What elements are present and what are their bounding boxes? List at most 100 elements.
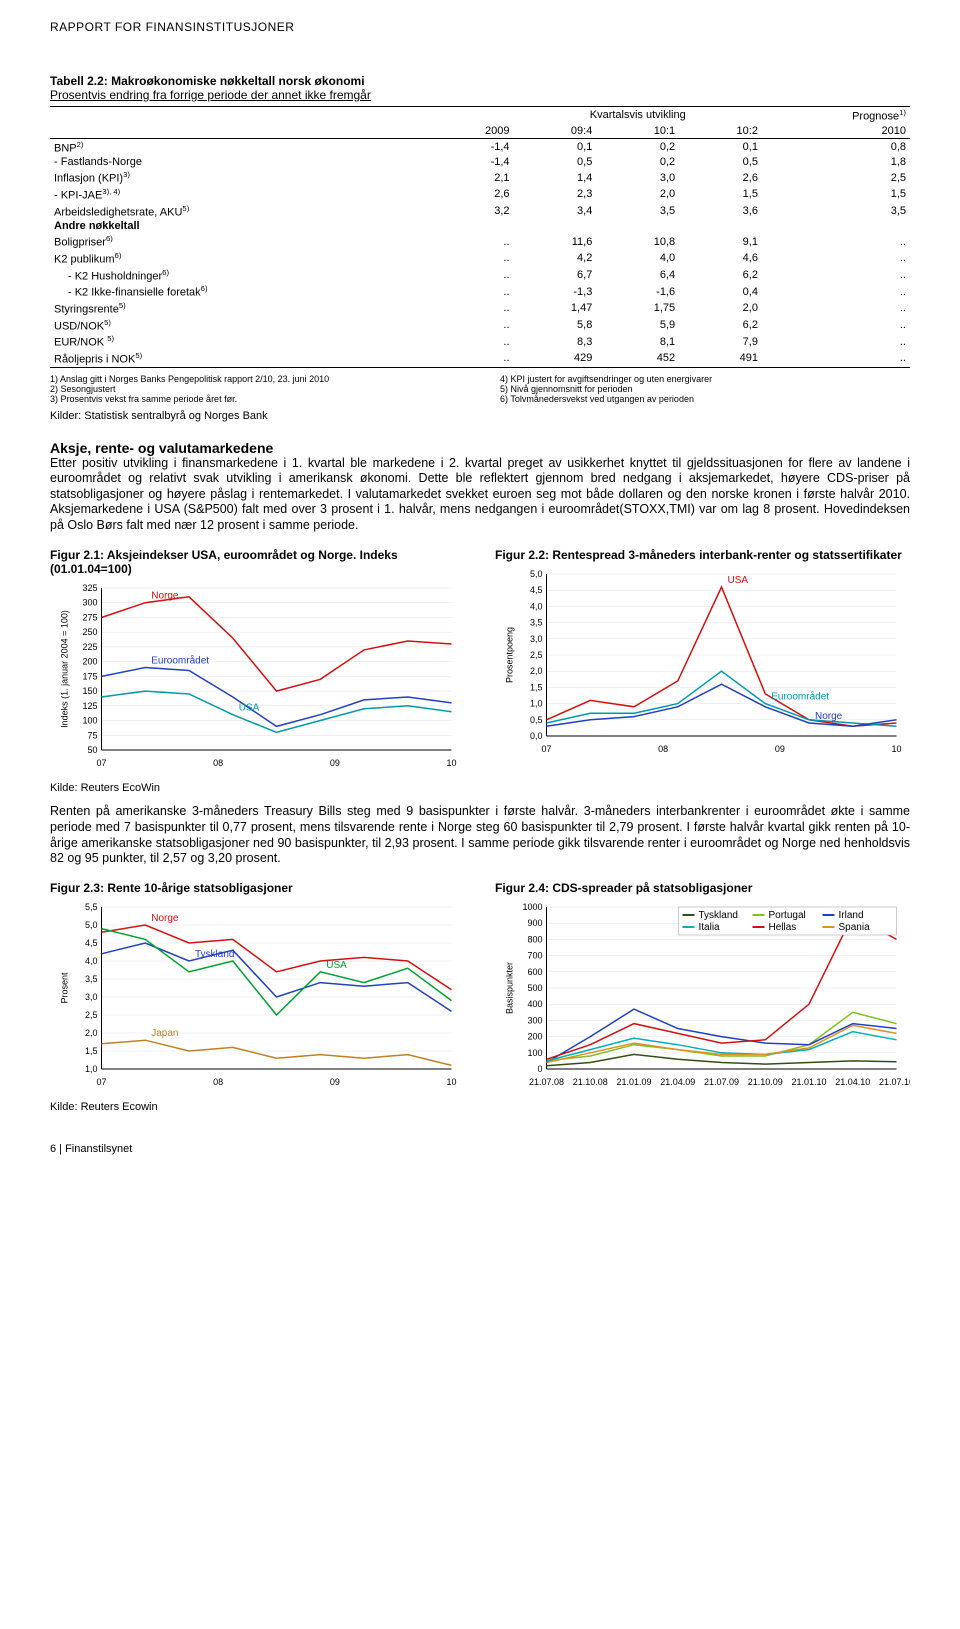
table-cell: 1,4 (514, 169, 597, 186)
svg-text:21.01.10: 21.01.10 (791, 1077, 826, 1087)
svg-text:08: 08 (658, 744, 668, 754)
table-cell: 9,1 (679, 233, 762, 250)
table-cell: 429 (514, 350, 597, 367)
table-cell: 0,5 (679, 155, 762, 169)
table-cell (679, 219, 762, 233)
svg-text:0: 0 (537, 1064, 542, 1074)
svg-text:08: 08 (213, 1077, 223, 1087)
table-col-header (50, 124, 436, 139)
table-cell: -1,4 (436, 155, 514, 169)
svg-text:50: 50 (87, 745, 97, 755)
table-cell: 491 (679, 350, 762, 367)
table-cell: 8,3 (514, 333, 597, 350)
table-cell: 1,5 (762, 186, 910, 203)
table-cell: 1,8 (762, 155, 910, 169)
fig21-title: Figur 2.1: Aksjeindekser USA, euroområde… (50, 548, 465, 577)
table-cell (436, 219, 514, 233)
svg-text:125: 125 (82, 701, 97, 711)
table-cell: 0,2 (596, 138, 679, 155)
svg-text:USA: USA (326, 960, 347, 971)
fig24-chart: 0100200300400500600700800900100021.07.08… (495, 901, 910, 1091)
fig23-title: Figur 2.3: Rente 10-årige statsobligasjo… (50, 881, 465, 895)
table-row: Arbeidsledighetsrate, AKU5)3,23,43,53,63… (50, 203, 910, 220)
svg-text:21.04.10: 21.04.10 (835, 1077, 870, 1087)
svg-text:09: 09 (330, 1077, 340, 1087)
footnote: 5) Nivå gjennomsnitt for perioden (500, 384, 910, 394)
svg-text:Portugal: Portugal (769, 910, 806, 921)
table-footnotes: 1) Anslag gitt i Norges Banks Pengepolit… (50, 374, 910, 404)
svg-text:Prosentpoeng: Prosentpoeng (505, 627, 515, 683)
table-cell: .. (436, 233, 514, 250)
svg-text:1,0: 1,0 (85, 1064, 98, 1074)
footnote: 3) Prosentvis vekst fra samme periode år… (50, 394, 460, 404)
svg-text:2,5: 2,5 (530, 650, 543, 660)
svg-text:900: 900 (527, 919, 542, 929)
table-cell: 11,6 (514, 233, 597, 250)
fig22-chart: 0,00,51,01,52,02,53,03,54,04,55,00708091… (495, 568, 910, 758)
svg-text:Norge: Norge (151, 591, 179, 602)
table-cell: 6,2 (679, 317, 762, 334)
svg-text:0,5: 0,5 (530, 715, 543, 725)
svg-text:Japan: Japan (151, 1029, 178, 1040)
svg-text:4,0: 4,0 (530, 601, 543, 611)
table-cell: 0,1 (679, 138, 762, 155)
table-cell: .. (762, 333, 910, 350)
table-cell (762, 219, 910, 233)
fig21-chart: 5075100125150175200225250275300325070809… (50, 582, 465, 772)
table-row: - KPI-JAE3), 4)2,62,32,01,51,5 (50, 186, 910, 203)
table-cell: 5,8 (514, 317, 597, 334)
table-cell: 8,1 (596, 333, 679, 350)
table-cell: 4,2 (514, 250, 597, 267)
row-label: Råoljepris i NOK5) (50, 350, 436, 367)
table-body: BNP2)-1,40,10,20,10,8 - Fastlands-Norge-… (50, 138, 910, 367)
fig21-source: Kilde: Reuters EcoWin (50, 782, 910, 794)
table-cell: 3,0 (596, 169, 679, 186)
svg-text:21.04.09: 21.04.09 (660, 1077, 695, 1087)
footnotes-right: 4) KPI justert for avgiftsendringer og u… (500, 374, 910, 404)
svg-text:09: 09 (330, 758, 340, 768)
table-col-header: 10:2 (679, 124, 762, 139)
fig23-chart: 1,01,52,02,53,03,54,04,55,05,507080910Pr… (50, 901, 465, 1091)
svg-text:21.10.09: 21.10.09 (748, 1077, 783, 1087)
section-heading: Aksje, rente- og valutamarkedene (50, 440, 910, 456)
svg-text:300: 300 (82, 598, 97, 608)
svg-text:08: 08 (213, 758, 223, 768)
table-cell: 7,9 (679, 333, 762, 350)
table-cell: 4,6 (679, 250, 762, 267)
fig24-title: Figur 2.4: CDS-spreader på statsobligasj… (495, 881, 910, 895)
svg-text:2,0: 2,0 (530, 666, 543, 676)
col-group-mid: Kvartalsvis utvikling (514, 107, 762, 124)
row-label: - Fastlands-Norge (50, 155, 436, 169)
svg-text:Norge: Norge (815, 711, 843, 722)
table-cell: .. (762, 300, 910, 317)
table-col-header: 2009 (436, 124, 514, 139)
svg-text:75: 75 (87, 731, 97, 741)
svg-text:200: 200 (527, 1032, 542, 1042)
table-cell: .. (762, 250, 910, 267)
table-cell: 3,4 (514, 203, 597, 220)
table-cell: 1,5 (679, 186, 762, 203)
svg-text:275: 275 (82, 613, 97, 623)
footnote: 1) Anslag gitt i Norges Banks Pengepolit… (50, 374, 460, 384)
table-col-header: 09:4 (514, 124, 597, 139)
table-cell: .. (436, 283, 514, 300)
svg-text:175: 175 (82, 672, 97, 682)
table-cell: 2,5 (762, 169, 910, 186)
svg-text:500: 500 (527, 983, 542, 993)
svg-text:1,5: 1,5 (530, 682, 543, 692)
svg-text:Irland: Irland (839, 910, 864, 921)
svg-text:21.07.09: 21.07.09 (704, 1077, 739, 1087)
row-label: Styringsrente5) (50, 300, 436, 317)
svg-text:1000: 1000 (522, 902, 542, 912)
svg-text:10: 10 (446, 1077, 456, 1087)
svg-text:1,5: 1,5 (85, 1046, 98, 1056)
table-row: Boligpriser6)..11,610,89,1.. (50, 233, 910, 250)
table-cell: 452 (596, 350, 679, 367)
table-cell: .. (436, 317, 514, 334)
table-cell: -1,4 (436, 138, 514, 155)
svg-text:10: 10 (446, 758, 456, 768)
svg-text:4,5: 4,5 (85, 938, 98, 948)
table-cell: 1,47 (514, 300, 597, 317)
table-cell: 3,5 (596, 203, 679, 220)
table-cell: 2,6 (436, 186, 514, 203)
